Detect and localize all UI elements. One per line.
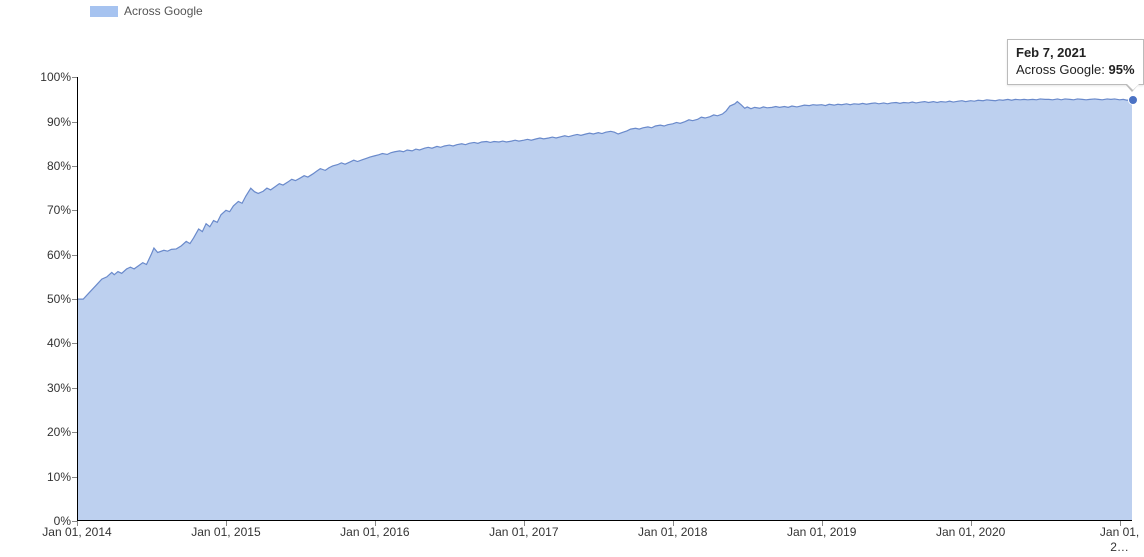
y-tick: [72, 255, 77, 256]
y-tick: [72, 122, 77, 123]
y-tick-label: 40%: [47, 336, 71, 350]
plot-area: 0%10%20%30%40%50%60%70%80%90%100% Jan 01…: [77, 55, 1132, 521]
y-tick-label: 60%: [47, 248, 71, 262]
x-tick-label: Jan 01, 2014: [42, 525, 111, 539]
x-tick-label: Jan 01, 2017: [489, 525, 558, 539]
y-tick: [72, 166, 77, 167]
x-tick: [673, 521, 674, 526]
y-tick-label: 10%: [47, 470, 71, 484]
tooltip-value-line: Across Google: 95%: [1016, 62, 1135, 79]
x-tick-label: Jan 01, 2018: [638, 525, 707, 539]
tooltip-series-label: Across Google:: [1016, 62, 1109, 77]
y-tick: [72, 210, 77, 211]
area-chart-svg: [77, 55, 1132, 521]
x-tick-label: Jan 01, 2019: [787, 525, 856, 539]
y-tick: [72, 477, 77, 478]
tooltip-date: Feb 7, 2021: [1016, 45, 1135, 62]
x-tick-label: Jan 01, 2020: [936, 525, 1005, 539]
tooltip-tail-fill: [1126, 83, 1140, 90]
x-tick: [375, 521, 376, 526]
y-tick: [72, 343, 77, 344]
x-tick: [971, 521, 972, 526]
y-tick-label: 50%: [47, 292, 71, 306]
x-tick-label: Jan 01, 2015: [191, 525, 260, 539]
x-tick: [77, 521, 78, 526]
x-tick-label: Jan 01, 2…: [1095, 525, 1144, 555]
x-tick-label: Jan 01, 2016: [340, 525, 409, 539]
legend-swatch: [90, 6, 118, 17]
legend-label: Across Google: [124, 4, 203, 18]
x-tick: [1120, 521, 1121, 526]
y-axis-line: [77, 77, 78, 521]
legend: Across Google: [90, 4, 203, 18]
y-tick-label: 30%: [47, 381, 71, 395]
y-tick-label: 20%: [47, 425, 71, 439]
x-tick: [822, 521, 823, 526]
y-tick-label: 90%: [47, 115, 71, 129]
y-tick: [72, 299, 77, 300]
y-tick-label: 80%: [47, 159, 71, 173]
tooltip: Feb 7, 2021 Across Google: 95%: [1007, 39, 1144, 85]
chart-container: Across Google 0%10%20%30%40%50%60%70%80%…: [0, 0, 1144, 557]
x-tick: [524, 521, 525, 526]
hover-marker: [1128, 95, 1138, 105]
y-tick: [72, 77, 77, 78]
x-tick: [226, 521, 227, 526]
x-axis-line: [77, 520, 1132, 521]
y-tick-label: 100%: [40, 70, 71, 84]
tooltip-value: 95%: [1109, 62, 1135, 77]
y-tick: [72, 388, 77, 389]
y-tick-label: 70%: [47, 203, 71, 217]
y-tick: [72, 432, 77, 433]
